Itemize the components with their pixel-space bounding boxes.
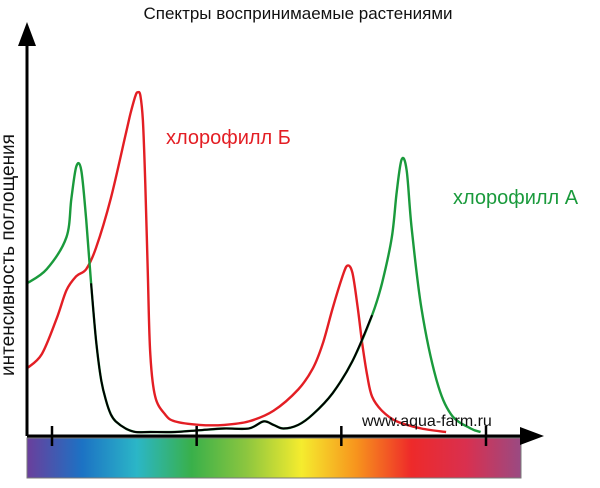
series-line-chlorophyll-b	[26, 90, 447, 434]
y-axis-arrow	[18, 22, 36, 46]
color-spectrum-bar	[26, 437, 522, 479]
series-line-chlorophyll-a	[26, 156, 481, 434]
x-tick-layer	[50, 426, 488, 446]
series-label-chlorophyll-b: хлорофилл Б	[166, 127, 291, 149]
x-axis-arrow	[520, 427, 544, 445]
chart-title: Спектры воспринимаемые растениями	[144, 4, 453, 23]
y-axis-label: интенсивность поглощения	[0, 134, 19, 376]
series-layer	[26, 90, 481, 434]
watermark: www.aqua-farm.ru	[361, 413, 492, 430]
series-overlap-segment	[90, 283, 374, 434]
series-label-chlorophyll-a: хлорофилл А	[453, 187, 579, 209]
